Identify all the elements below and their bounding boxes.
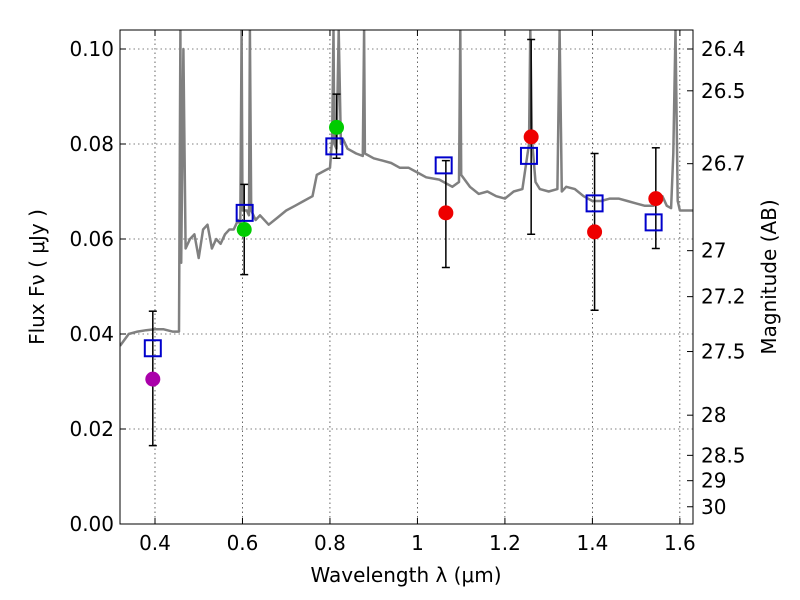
y-tick-label: 0.02: [69, 417, 114, 441]
y-axis-label: Flux Fν ( μJy ): [25, 209, 49, 345]
model-point: [434, 156, 453, 175]
mag-tick-label: 30: [701, 495, 726, 519]
plot-content: [120, 30, 693, 447]
observed-point: [648, 191, 664, 207]
mag-tick-label: 27: [701, 239, 726, 263]
mag-tick-label: 26.4: [701, 37, 746, 61]
mag-tick-label: 26.5: [701, 79, 746, 103]
model-point: [325, 137, 344, 156]
mag-tick-label: 27.2: [701, 285, 746, 309]
x-axis-label: Wavelength λ (μm): [310, 563, 501, 587]
x-tick-label: 0.4: [139, 531, 171, 555]
x-tick-label: 0.6: [227, 531, 259, 555]
model-point: [519, 146, 538, 165]
mag-tick-label: 28.5: [701, 443, 746, 467]
x-tick-label: 1.4: [576, 531, 608, 555]
mag-tick-label: 28: [701, 403, 726, 427]
x-tick-label: 1: [411, 531, 424, 555]
observed-point: [145, 371, 161, 387]
y-tick-label: 0.06: [69, 227, 114, 251]
mag-tick-label: 27.5: [701, 340, 746, 364]
observed-point: [523, 129, 539, 145]
observed-point: [329, 119, 345, 135]
model-point: [585, 194, 604, 213]
y-tick-label: 0.10: [69, 37, 114, 61]
y-tick-label: 0.04: [69, 322, 114, 346]
axis-ticks: [120, 30, 693, 525]
observed-point: [587, 224, 603, 240]
plot-frame: [119, 29, 694, 525]
x-tick-label: 1.2: [489, 531, 521, 555]
tick-labels: 0.4 0.6 0.8 1 1.2 1.4 1.6 0.00 0.02 0.04 0.06 0.08 0…: [69, 37, 745, 555]
model-point: [143, 339, 162, 358]
x-tick-label: 0.8: [314, 531, 346, 555]
y-tick-label: 0.00: [69, 512, 114, 536]
model-point: [235, 203, 254, 222]
model-point: [644, 213, 663, 232]
mag-tick-label: 26.7: [701, 152, 746, 176]
y2-axis-label: Magnitude (AB): [757, 199, 781, 354]
mag-tick-label: 29: [701, 469, 726, 493]
observed-point: [438, 205, 454, 221]
y-tick-label: 0.08: [69, 132, 114, 156]
observed-point: [236, 222, 252, 237]
x-tick-label: 1.6: [664, 531, 696, 555]
model-spectrum-line: [120, 30, 693, 347]
